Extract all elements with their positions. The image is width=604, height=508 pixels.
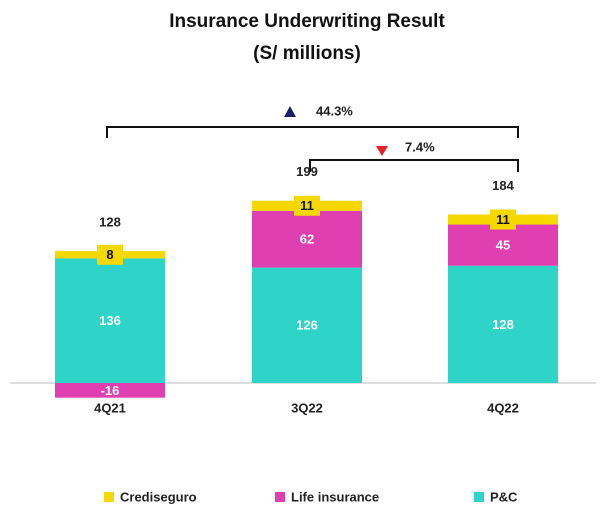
value-label: 45 [496,238,510,253]
legend-label: Life insurance [291,489,379,504]
bar-segment [448,265,558,384]
label-box [490,209,516,230]
label-box [97,244,123,265]
bar-segment [55,258,165,384]
x-tick-label: 4Q21 [94,400,126,415]
legend-swatch [104,492,114,502]
legend-swatch [275,492,285,502]
value-label: 128 [492,317,514,332]
value-label: 11 [300,198,314,213]
label-box [294,195,320,216]
legend-label: P&C [490,489,518,504]
chart-title: Insurance Underwriting Result [169,11,445,32]
x-tick-label: 3Q22 [291,400,323,415]
value-label: 8 [106,247,113,262]
value-label: -16 [101,383,120,398]
chart-subtitle: (S/ millions) [253,43,361,64]
total-label: 199 [296,164,318,179]
bracket [106,126,519,138]
legend-label: Crediseguro [120,489,197,504]
bar-segment [252,210,362,268]
bracket [309,159,519,172]
value-label: 11 [496,212,510,227]
value-label: 136 [99,313,121,328]
bar-segment [252,267,362,384]
value-label: 126 [296,318,318,333]
total-label: 128 [99,215,121,230]
annotation: 44.3% [316,103,353,118]
x-tick-label: 4Q22 [487,400,519,415]
arrow-down [376,146,388,156]
value-label: 62 [300,232,314,247]
annotation: 7.4% [405,139,435,154]
legend-swatch [474,492,484,502]
arrow-up [284,106,296,117]
bar-segment [448,224,558,266]
bar-segment [55,383,165,398]
total-label: 184 [492,178,514,193]
